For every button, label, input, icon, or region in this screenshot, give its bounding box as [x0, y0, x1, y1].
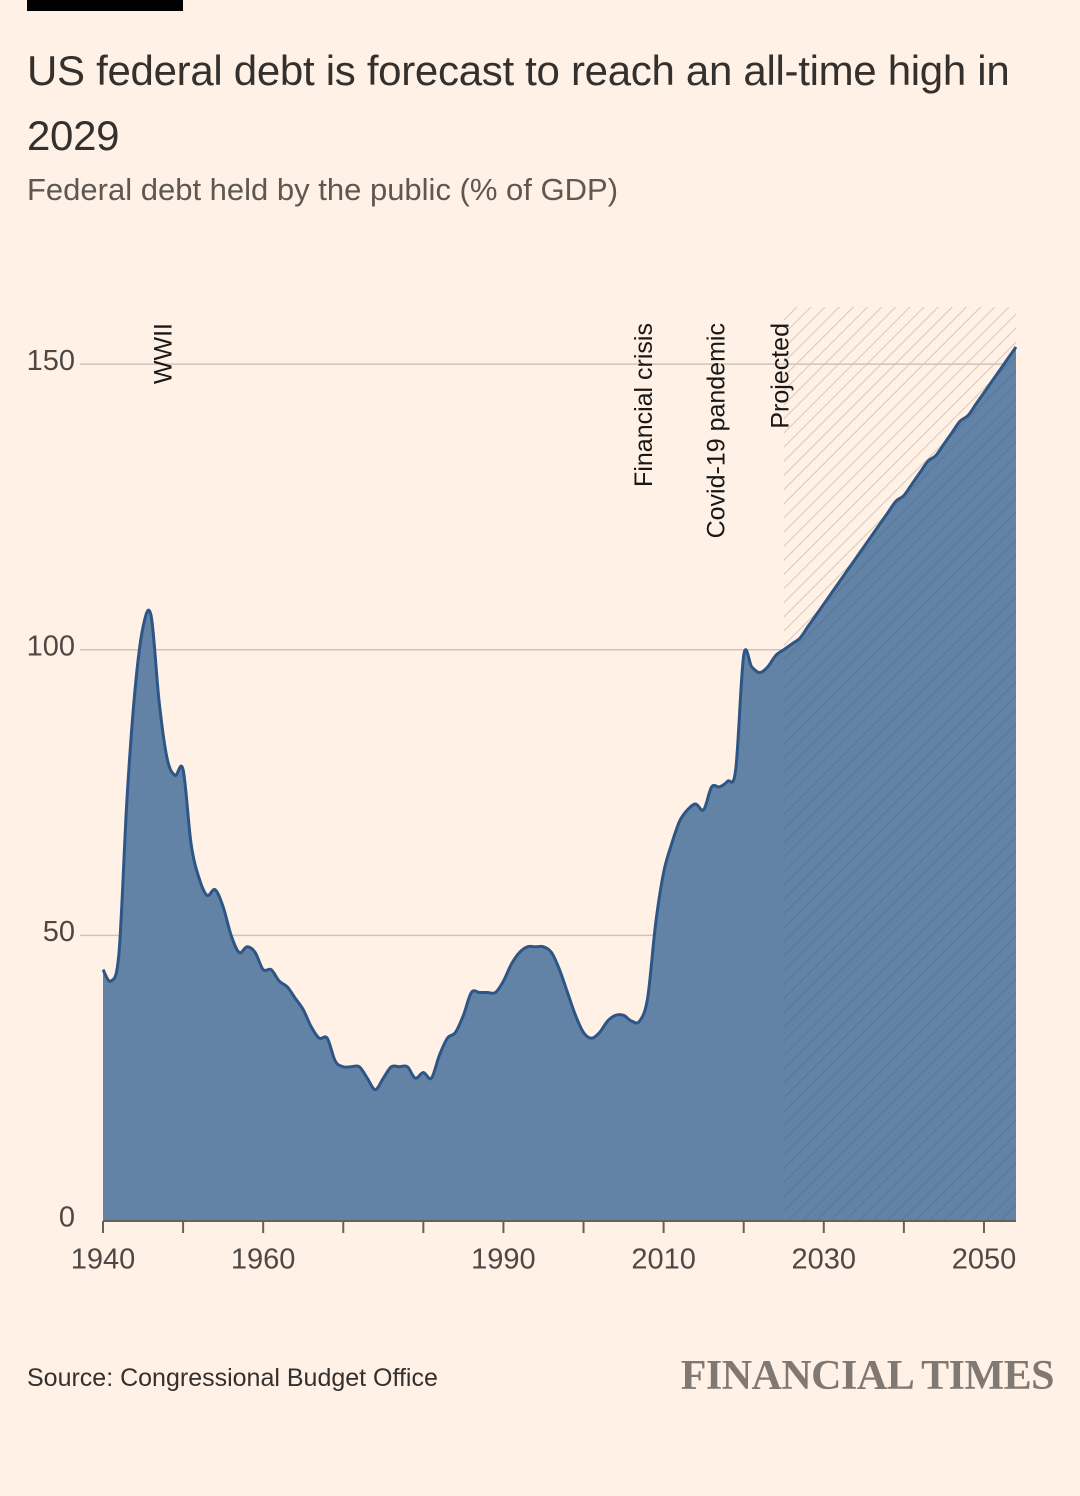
x-tick-label: 2030: [792, 1244, 857, 1276]
chart: 0 50 100 150 1940 1960 1990 2010 2030 2050 WWII Fin…: [27, 307, 1018, 1276]
annotation: Covid-19 pandemic: [702, 323, 730, 538]
y-tick-label: 50: [43, 916, 75, 948]
x-tick-label: 1990: [471, 1244, 536, 1276]
y-tick-label: 100: [27, 630, 75, 662]
y-tick-label: 150: [27, 345, 75, 377]
chart-title: US federal debt is forecast to reach an …: [27, 47, 1010, 159]
annotation: Projected: [766, 323, 794, 429]
line: [101, 346, 1018, 1092]
annotation: Financial crisis: [630, 323, 658, 487]
x-tick-label: 1960: [231, 1244, 296, 1276]
chart-subtitle: Federal debt held by the public (% of GD…: [27, 172, 619, 207]
logo: FINANCIAL TIMES: [680, 1353, 1055, 1399]
brand-bar: [27, 0, 183, 11]
y-tick-label: 0: [59, 1202, 75, 1234]
annotation: WWII: [150, 323, 178, 384]
x-tick-label: 2050: [952, 1244, 1017, 1276]
x-tick-label: 2010: [631, 1244, 696, 1276]
source: Source: Congressional Budget Office: [27, 1364, 438, 1392]
x-tick-label: 1940: [71, 1244, 136, 1276]
